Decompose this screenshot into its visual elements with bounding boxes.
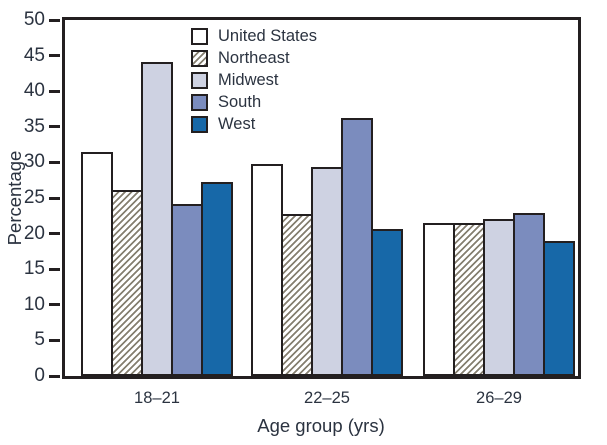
legend-item-midwest: Midwest <box>191 72 317 89</box>
y-tick-mark <box>49 18 60 22</box>
legend-label-northeast: Northeast <box>218 49 290 67</box>
y-tick-label: 20 <box>23 222 45 244</box>
bar-midwest-18-21 <box>141 62 173 376</box>
y-tick-mark <box>49 232 60 236</box>
x-category-label-26-29: 26–29 <box>476 389 522 407</box>
bar-group-18-21 <box>81 62 233 376</box>
legend: United States Northeast Midwest South West <box>191 28 317 138</box>
bar-group-22-25 <box>251 118 403 376</box>
y-tick-label: 35 <box>23 115 45 137</box>
bar-group-26-29 <box>423 213 575 376</box>
legend-swatch-united-states <box>191 28 208 45</box>
legend-label-south: South <box>218 93 262 111</box>
y-tick-mark <box>49 267 60 271</box>
y-tick-mark <box>49 89 60 93</box>
y-tick-label: 40 <box>23 80 45 102</box>
bar-west-26-29 <box>543 241 575 376</box>
bar-united-states-18-21 <box>81 152 113 376</box>
bar-northeast-22-25 <box>281 214 313 376</box>
bar-west-22-25 <box>371 229 403 376</box>
legend-item-northeast: Northeast <box>191 50 317 67</box>
bar-northeast-18-21 <box>111 190 143 376</box>
y-tick-mark <box>49 196 60 200</box>
x-axis-title: Age group (yrs) <box>257 415 385 436</box>
legend-item-west: West <box>191 116 317 133</box>
y-tick-mark <box>49 54 60 58</box>
bar-midwest-26-29 <box>483 219 515 376</box>
legend-item-united-states: United States <box>191 28 317 45</box>
y-tick-mark <box>49 338 60 342</box>
bar-south-18-21 <box>171 204 203 376</box>
y-tick-label: 10 <box>23 293 45 315</box>
bar-west-18-21 <box>201 182 233 376</box>
plot-area: 0 5 10 15 20 25 30 35 40 45 50 United States Northe… <box>24 9 581 386</box>
legend-swatch-midwest <box>191 72 208 89</box>
legend-item-south: South <box>191 94 317 111</box>
y-tick-label: 30 <box>23 151 45 173</box>
y-tick-mark <box>49 374 60 378</box>
y-tick-mark <box>49 303 60 307</box>
legend-swatch-northeast <box>191 50 208 67</box>
legend-label-midwest: Midwest <box>218 71 279 89</box>
bar-south-26-29 <box>513 213 545 376</box>
bar-united-states-22-25 <box>251 164 283 376</box>
y-tick-label: 15 <box>23 258 45 280</box>
y-tick-label: 25 <box>23 187 45 208</box>
bar-united-states-26-29 <box>423 223 455 376</box>
legend-label-united-states: United States <box>218 27 318 45</box>
y-tick-label: 45 <box>23 44 45 66</box>
y-tick-label: 5 <box>34 329 45 351</box>
y-tick-mark <box>49 160 60 164</box>
y-tick-label: 0 <box>34 365 45 386</box>
bar-midwest-22-25 <box>311 167 343 376</box>
legend-swatch-south <box>191 94 208 111</box>
bar-south-22-25 <box>341 118 373 376</box>
legend-swatch-west <box>191 116 208 133</box>
bar-northeast-26-29 <box>453 223 485 376</box>
y-tick-label: 50 <box>23 9 45 30</box>
x-category-label-18-21: 18–21 <box>134 389 180 407</box>
y-tick-mark <box>49 125 60 129</box>
x-category-label-22-25: 22–25 <box>304 389 350 407</box>
legend-label-west: West <box>218 115 256 133</box>
